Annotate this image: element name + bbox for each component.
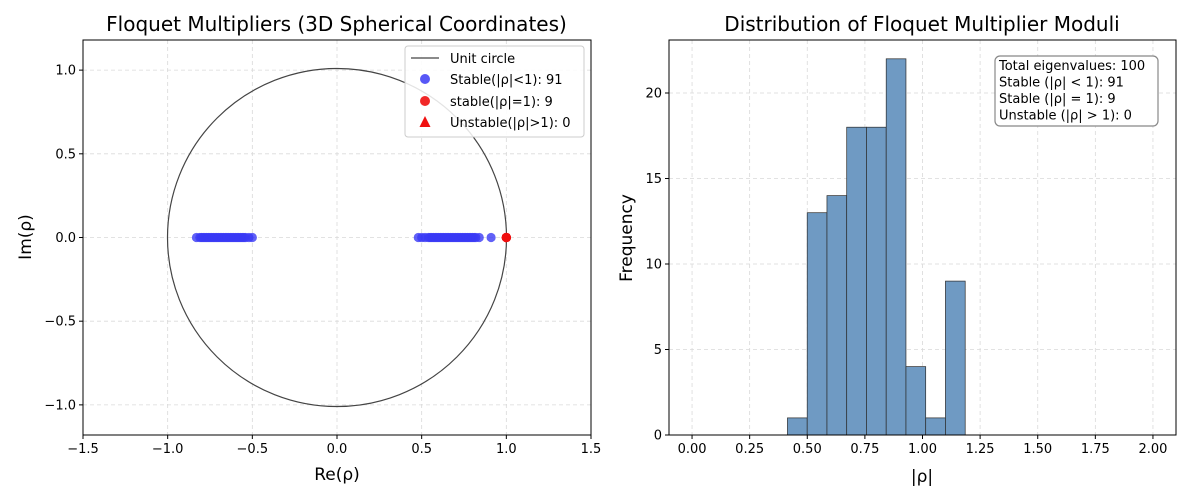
y-tick-label: 15 xyxy=(645,172,662,187)
histogram-panel: Distribution of Floquet Multiplier Modul… xyxy=(617,12,1177,487)
legend-marker-stable xyxy=(420,74,430,84)
scatter-panel: Floquet Multipliers (3D Spherical Coordi… xyxy=(16,12,601,485)
data-point-stable xyxy=(247,232,257,243)
histogram-bar xyxy=(925,417,946,436)
scatter-title: Floquet Multipliers (3D Spherical Coordi… xyxy=(106,12,567,36)
x-tick-label: 1.75 xyxy=(1081,442,1110,457)
x-tick-label: 2.00 xyxy=(1138,442,1167,457)
x-tick-label: 0.75 xyxy=(850,442,879,457)
scatter-x-ticks: −1.5 −1.0 −0.5 0.0 0.5 1.0 1.5 xyxy=(67,435,601,457)
y-tick-label: 1.0 xyxy=(55,64,76,79)
histogram-bar xyxy=(806,212,828,436)
y-tick-label: 0.0 xyxy=(55,231,76,246)
histogram-bar xyxy=(846,126,867,436)
histogram-y-label: Frequency xyxy=(617,194,637,282)
histogram-bar xyxy=(945,280,966,436)
y-tick-label: 5 xyxy=(654,343,662,358)
legend-label-stable: Stable(|ρ|<1): 91 xyxy=(450,73,563,88)
scatter-points xyxy=(191,232,511,243)
x-tick-label: 0.5 xyxy=(411,442,432,457)
stats-stable-lt1: Stable (|ρ| < 1): 91 xyxy=(999,76,1124,91)
data-point-stable xyxy=(474,232,484,243)
histogram-x-ticks: 0.00 0.25 0.50 0.75 1.00 1.25 1.50 1.75 2.00 xyxy=(678,435,1167,457)
x-tick-label: 1.25 xyxy=(966,442,995,457)
y-tick-label: −0.5 xyxy=(44,315,76,330)
histogram-bar xyxy=(826,195,848,436)
stats-total: Total eigenvalues: 100 xyxy=(998,59,1145,74)
x-tick-label: −0.5 xyxy=(237,442,269,457)
x-tick-label: −1.5 xyxy=(67,442,99,457)
legend-frame xyxy=(404,45,585,138)
x-tick-label: 1.5 xyxy=(581,442,602,457)
stats-unstable: Unstable (|ρ| > 1): 0 xyxy=(999,109,1132,124)
histogram-y-ticks: 0 5 10 15 20 xyxy=(645,87,669,444)
y-tick-label: 20 xyxy=(645,87,662,102)
data-point-marginal xyxy=(501,232,511,243)
y-tick-label: −1.0 xyxy=(44,398,76,413)
x-tick-label: 1.0 xyxy=(496,442,517,457)
data-point-stable xyxy=(486,232,496,243)
scatter-y-ticks: −1.0 −0.5 0.0 0.5 1.0 xyxy=(44,64,83,413)
y-tick-label: 10 xyxy=(645,258,662,273)
scatter-x-label: Re(ρ) xyxy=(314,465,360,485)
legend-marker-marginal xyxy=(420,96,430,106)
histogram-bar xyxy=(885,58,907,436)
legend-label-unstable: Unstable(|ρ|>1): 0 xyxy=(450,116,571,131)
x-tick-label: 1.50 xyxy=(1023,442,1052,457)
histogram-bars xyxy=(787,58,966,436)
histogram-bar xyxy=(787,417,808,436)
x-tick-label: 0.25 xyxy=(735,442,764,457)
histogram-title: Distribution of Floquet Multiplier Modul… xyxy=(724,12,1119,36)
histogram-stats-box: Total eigenvalues: 100 Stable (|ρ| < 1):… xyxy=(994,55,1159,127)
x-tick-label: 0.00 xyxy=(678,442,707,457)
y-tick-label: 0 xyxy=(654,429,662,444)
stats-box-frame xyxy=(994,55,1159,127)
x-tick-label: 0.50 xyxy=(793,442,822,457)
y-tick-label: 0.5 xyxy=(55,147,76,162)
legend-marker-unstable xyxy=(419,116,431,127)
histogram-bar xyxy=(866,126,887,436)
x-tick-label: 0.0 xyxy=(327,442,348,457)
histogram-x-label: |ρ| xyxy=(911,467,933,487)
histogram-bar xyxy=(905,366,927,436)
x-tick-label: 1.00 xyxy=(908,442,937,457)
legend-label-unit-circle: Unit circle xyxy=(450,52,515,67)
legend-label-marginal: stable(|ρ|=1): 9 xyxy=(450,95,553,110)
x-tick-label: −1.0 xyxy=(152,442,184,457)
stats-stable-eq1: Stable (|ρ| = 1): 9 xyxy=(999,92,1116,107)
scatter-legend: Unit circle Stable(|ρ|<1): 91 stable(|ρ|… xyxy=(404,45,585,138)
scatter-y-label: Im(ρ) xyxy=(16,214,36,260)
